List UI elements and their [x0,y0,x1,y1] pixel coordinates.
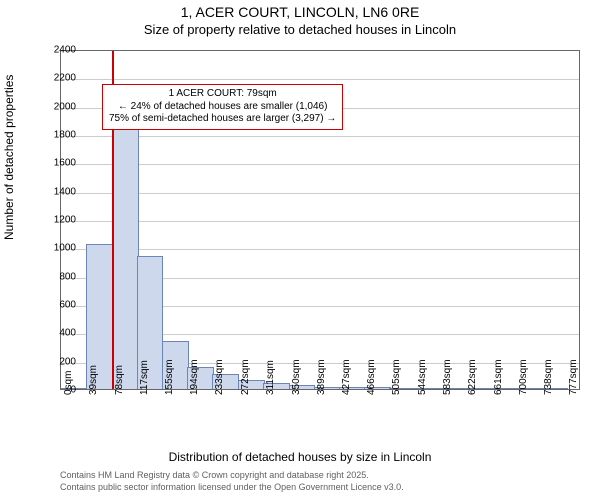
x-tick-label: 544sqm [417,359,428,395]
y-tick-label: 1200 [54,215,76,226]
y-tick-label: 2400 [54,45,76,56]
y-tick-label: 1600 [54,158,76,169]
x-tick-label: 661sqm [493,359,504,395]
x-tick-label: 583sqm [442,359,453,395]
x-tick-label: 777sqm [568,359,579,395]
gridline [61,79,579,80]
annot-line3: 75% of semi-detached houses are larger (… [109,113,336,126]
credit-line-1: Contains HM Land Registry data © Crown c… [60,470,369,482]
chart-title: 1, ACER COURT, LINCOLN, LN6 0RE [0,4,600,20]
y-tick-label: 600 [59,300,76,311]
gridline [61,136,579,137]
credit-line-2: Contains public sector information licen… [60,482,404,494]
x-tick-label: 427sqm [341,359,352,395]
y-tick-label: 400 [59,328,76,339]
annotation-box: 1 ACER COURT: 79sqm← 24% of detached hou… [102,84,343,130]
x-tick-label: 389sqm [316,359,327,395]
x-tick-label: 39sqm [88,365,99,395]
y-tick-label: 1000 [54,243,76,254]
x-tick-label: 194sqm [189,359,200,395]
x-tick-label: 311sqm [265,360,276,395]
gridline [61,193,579,194]
histogram-bar [112,116,139,389]
x-tick-label: 738sqm [543,359,554,395]
x-tick-label: 233sqm [214,359,225,395]
y-tick-label: 1400 [54,186,76,197]
x-tick-label: 78sqm [114,365,125,395]
x-tick-label: 466sqm [366,359,377,395]
gridline [61,164,579,165]
x-tick-label: 272sqm [240,359,251,395]
y-tick-label: 1800 [54,130,76,141]
x-tick-label: 622sqm [467,359,478,395]
gridline [61,221,579,222]
y-axis-label: Number of detached properties [2,75,16,240]
x-tick-label: 0sqm [63,371,74,395]
x-axis-label: Distribution of detached houses by size … [0,450,600,464]
annot-line1: 1 ACER COURT: 79sqm [109,88,336,101]
x-tick-label: 350sqm [291,359,302,395]
annot-line2: ← 24% of detached houses are smaller (1,… [109,101,336,114]
x-tick-label: 155sqm [164,359,175,395]
y-tick-label: 200 [59,356,76,367]
gridline [61,249,579,250]
y-tick-label: 2000 [54,101,76,112]
plot-area: 1 ACER COURT: 79sqm← 24% of detached hou… [60,50,580,390]
y-tick-label: 2200 [54,73,76,84]
x-tick-label: 700sqm [518,359,529,395]
chart-subtitle: Size of property relative to detached ho… [0,22,600,37]
x-tick-label: 117sqm [139,360,150,395]
y-tick-label: 800 [59,271,76,282]
x-tick-label: 505sqm [391,359,402,395]
chart-container: 1, ACER COURT, LINCOLN, LN6 0RE Size of … [0,0,600,500]
